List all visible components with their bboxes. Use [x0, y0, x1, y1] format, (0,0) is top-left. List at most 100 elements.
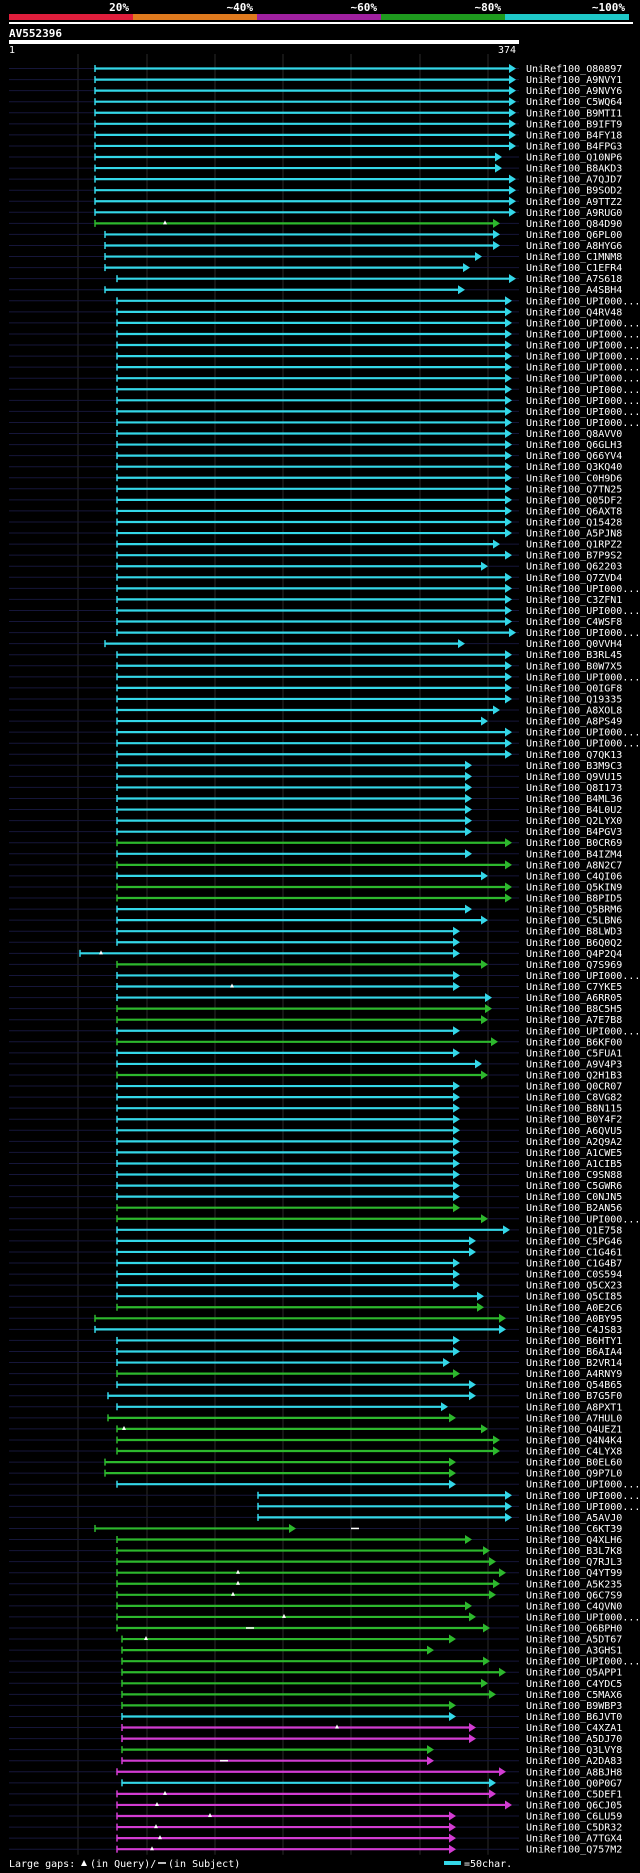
hit-row[interactable]: UniRef100_Q8AVV0	[9, 429, 622, 440]
hit-label[interactable]: UniRef100_UPI000...	[526, 584, 640, 595]
hit-row[interactable]: UniRef100_C6KT39	[9, 1523, 622, 1535]
hit-row[interactable]: UniRef100_B4FY18	[9, 130, 622, 141]
hit-label[interactable]: UniRef100_A2DA83	[526, 1756, 622, 1767]
hit-row[interactable]: UniRef100_Q6C7S9	[9, 1590, 622, 1601]
hit-label[interactable]: UniRef100_C4WSF8	[526, 617, 622, 628]
hit-label[interactable]: UniRef100_C1G4B7	[526, 1259, 622, 1270]
hit-label[interactable]: UniRef100_Q6AXT8	[526, 506, 622, 517]
hit-label[interactable]: UniRef100_Q54B65	[526, 1380, 622, 1391]
hit-row[interactable]: UniRef100_B9MTI1	[9, 108, 622, 119]
hit-label[interactable]: UniRef100_C4QI06	[526, 871, 622, 882]
hit-row[interactable]: UniRef100_C1EFR4	[9, 263, 622, 274]
hit-row[interactable]: UniRef100_A7S618	[9, 274, 622, 285]
hit-row[interactable]: UniRef100_A9NVY1	[9, 75, 622, 86]
hit-label[interactable]: UniRef100_B4IZM4	[526, 849, 622, 860]
hit-label[interactable]: UniRef100_A5DJ70	[526, 1734, 622, 1745]
hit-row[interactable]: UniRef100_Q6AXT8	[9, 506, 622, 517]
hit-label[interactable]: UniRef100_B6HTY1	[526, 1336, 622, 1347]
hit-row[interactable]: UniRef100_C5LBN6	[9, 915, 622, 927]
hit-label[interactable]: UniRef100_A7HUL0	[526, 1413, 622, 1424]
hit-label[interactable]: UniRef100_C9SN88	[526, 1170, 622, 1181]
hit-row[interactable]: UniRef100_Q1E758	[9, 1225, 622, 1236]
hit-label[interactable]: UniRef100_Q4UEZ1	[526, 1424, 622, 1435]
hit-row[interactable]: UniRef100_C5DR32	[9, 1822, 622, 1834]
hit-row[interactable]: UniRef100_UPI000...	[9, 362, 640, 374]
hit-label[interactable]: UniRef100_A8BJH8	[526, 1767, 622, 1778]
hit-label[interactable]: UniRef100_Q4N4K4	[526, 1435, 622, 1446]
hit-row[interactable]: UniRef100_Q54B65	[9, 1380, 622, 1391]
hit-row[interactable]: UniRef100_Q7TN25	[9, 484, 622, 495]
hit-row[interactable]: UniRef100_UPI000...	[9, 1214, 640, 1225]
hit-label[interactable]: UniRef100_B7P9S2	[526, 551, 622, 562]
hit-row[interactable]: UniRef100_C4JS83	[9, 1324, 622, 1336]
hit-label[interactable]: UniRef100_C5MAX6	[526, 1690, 622, 1701]
hit-label[interactable]: UniRef100_C4YDC5	[526, 1679, 622, 1690]
hit-label[interactable]: UniRef100_B9IFT9	[526, 119, 622, 130]
hit-row[interactable]: UniRef100_A8XOL8	[9, 705, 622, 717]
hit-label[interactable]: UniRef100_B6Q0Q2	[526, 938, 622, 949]
hit-label[interactable]: UniRef100_A6QVU5	[526, 1126, 622, 1137]
hit-label[interactable]: UniRef100_Q6BPH0	[526, 1623, 622, 1634]
hit-label[interactable]: UniRef100_A9RUG0	[526, 208, 622, 219]
hit-label[interactable]: UniRef100_UPI000...	[526, 363, 640, 374]
hit-row[interactable]: UniRef100_C4YDC5	[9, 1678, 622, 1690]
hit-label[interactable]: UniRef100_A7S618	[526, 274, 622, 285]
hit-label[interactable]: UniRef100_Q62203	[526, 562, 622, 573]
hit-row[interactable]: UniRef100_Q9VU15	[9, 771, 622, 783]
hit-row[interactable]: UniRef100_Q05DF2	[9, 495, 622, 506]
hit-row[interactable]: UniRef100_C7YKE5	[9, 982, 622, 993]
hit-row[interactable]: UniRef100_B3RL45	[9, 650, 622, 661]
hit-label[interactable]: UniRef100_Q3LVY8	[526, 1745, 622, 1756]
hit-label[interactable]: UniRef100_B3M9C3	[526, 761, 622, 772]
hit-label[interactable]: UniRef100_A8HYG6	[526, 241, 622, 252]
hit-row[interactable]: UniRef100_Q6CJ05	[9, 1800, 622, 1811]
hit-label[interactable]: UniRef100_UPI000...	[526, 1657, 640, 1668]
hit-label[interactable]: UniRef100_UPI000...	[526, 971, 640, 982]
hit-row[interactable]: UniRef100_UPI000...	[9, 318, 640, 329]
hit-label[interactable]: UniRef100_A2Q9A2	[526, 1137, 622, 1148]
hit-row[interactable]: UniRef100_B2VR14	[9, 1358, 622, 1369]
hit-row[interactable]: UniRef100_A7TGX4	[9, 1833, 622, 1845]
hit-label[interactable]: UniRef100_Q8I173	[526, 783, 622, 794]
hit-row[interactable]: UniRef100_C5MAX6	[9, 1689, 622, 1701]
hit-row[interactable]: UniRef100_Q15428	[9, 517, 622, 528]
hit-label[interactable]: UniRef100_Q9P7L0	[526, 1469, 622, 1480]
hit-label[interactable]: UniRef100_UPI000...	[526, 1214, 640, 1225]
hit-row[interactable]: UniRef100_Q9P7L0	[9, 1468, 622, 1480]
hit-row[interactable]: UniRef100_B9IFT9	[9, 119, 622, 130]
hit-row[interactable]: UniRef100_A2DA83	[9, 1756, 622, 1767]
hit-row[interactable]: UniRef100_A7HUL0	[9, 1413, 622, 1424]
hit-row[interactable]: UniRef100_B6AIA4	[9, 1346, 622, 1358]
hit-row[interactable]: UniRef100_C3ZFN1	[9, 594, 622, 606]
hit-row[interactable]: UniRef100_UPI000...	[9, 970, 640, 982]
hit-label[interactable]: UniRef100_Q5CX23	[526, 1281, 622, 1292]
hit-label[interactable]: UniRef100_Q5KIN9	[526, 882, 622, 893]
hit-row[interactable]: UniRef100_Q84D90	[9, 218, 622, 230]
hit-label[interactable]: UniRef100_B0EL60	[526, 1458, 622, 1469]
hit-row[interactable]: UniRef100_B6KF00	[9, 1037, 622, 1048]
hit-label[interactable]: UniRef100_C6LU59	[526, 1812, 622, 1823]
hit-row[interactable]: UniRef100_UPI000...	[9, 1026, 640, 1037]
hit-label[interactable]: UniRef100_A9NVY1	[526, 75, 622, 86]
hit-label[interactable]: UniRef100_B0Y4F2	[526, 1115, 622, 1126]
hit-row[interactable]: UniRef100_Q2H1B3	[9, 1070, 622, 1081]
hit-label[interactable]: UniRef100_UPI000...	[526, 407, 640, 418]
hit-label[interactable]: UniRef100_UPI000...	[526, 628, 640, 639]
hit-row[interactable]: UniRef100_A8HYG6	[9, 240, 622, 252]
hit-label[interactable]: UniRef100_C1MNM8	[526, 252, 622, 263]
hit-label[interactable]: UniRef100_Q6GLH3	[526, 440, 622, 451]
hit-label[interactable]: UniRef100_A9TTZ2	[526, 197, 622, 208]
hit-row[interactable]: UniRef100_A7E7B8	[9, 1015, 622, 1026]
hit-row[interactable]: UniRef100_Q5CX23	[9, 1280, 622, 1292]
hit-label[interactable]: UniRef100_O80897	[526, 64, 622, 75]
hit-label[interactable]: UniRef100_A5K235	[526, 1579, 622, 1590]
hit-row[interactable]: UniRef100_UPI000...	[9, 1490, 640, 1502]
hit-row[interactable]: UniRef100_A9RUG0	[9, 207, 622, 219]
hit-label[interactable]: UniRef100_Q4P2Q4	[526, 949, 622, 960]
hit-row[interactable]: UniRef100_UPI000...	[9, 738, 640, 750]
hit-row[interactable]: UniRef100_Q0CR07	[9, 1081, 622, 1093]
hit-row[interactable]: UniRef100_C5GWR6	[9, 1181, 622, 1192]
hit-label[interactable]: UniRef100_B4ML36	[526, 794, 622, 805]
hit-row[interactable]: UniRef100_C4QI06	[9, 871, 622, 882]
hit-label[interactable]: UniRef100_UPI000...	[526, 1026, 640, 1037]
